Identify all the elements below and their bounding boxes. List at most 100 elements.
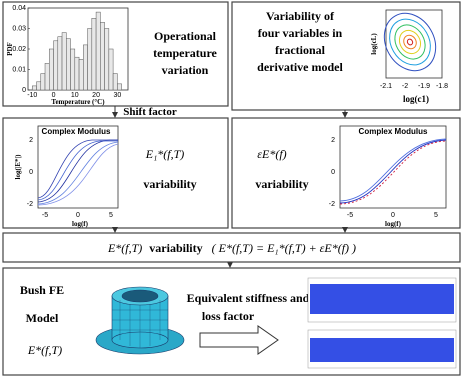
bar — [78, 59, 84, 91]
x-tick-label: 20 — [92, 92, 100, 99]
result-plots-part — [310, 284, 454, 314]
curves-part — [339, 138, 447, 202]
curves-part — [37, 139, 118, 199]
contours-part — [398, 29, 422, 55]
formula-bar: E*(f,T) variability ( E*(f,T) = E₁*(f,T)… — [2, 232, 461, 263]
result-plots-part — [310, 338, 454, 362]
result: loss factor — [202, 309, 255, 323]
bar — [117, 83, 122, 91]
y-tick-label: 0.04 — [12, 5, 26, 12]
shift-factor: Shift factor — [123, 106, 177, 118]
y-tick-label: 0 — [331, 169, 335, 176]
y-tick-label: 0 — [22, 87, 26, 94]
y-tick-label: 0.03 — [12, 26, 26, 33]
x-tick-label: 5 — [434, 212, 438, 219]
result-plots — [307, 277, 457, 369]
x-label: log(f) — [72, 220, 89, 228]
bar — [49, 48, 54, 91]
x-label: Temperature (°C) — [51, 98, 105, 106]
fe-model-part — [112, 300, 168, 348]
contours-part — [389, 18, 431, 66]
contours-part — [403, 34, 417, 50]
y-tick-label: 2 — [29, 137, 33, 144]
x-tick-label: 10 — [71, 92, 79, 99]
x-tick-label: 0 — [52, 92, 56, 99]
y-tick-label: 0.01 — [12, 67, 26, 74]
contours — [383, 12, 437, 72]
y-tick-label: 0.02 — [12, 46, 26, 53]
heading: Operational — [154, 29, 217, 43]
heading: fractional — [275, 43, 326, 57]
modulus-left-part — [37, 125, 119, 209]
fe-model-part — [121, 289, 159, 303]
caption: variability — [143, 177, 196, 191]
curves — [339, 138, 447, 205]
curves-part — [37, 141, 119, 205]
x-tick-label: -5 — [42, 212, 48, 219]
plot-title: Complex Modulus — [42, 127, 111, 136]
bar — [95, 11, 101, 91]
bar — [36, 81, 42, 91]
formula-bar-part: E*(f,T) variability ( E*(f,T) = E₁*(f,T)… — [107, 241, 356, 255]
x-tick-label: -10 — [27, 92, 37, 99]
bar — [83, 44, 88, 91]
caption: variability — [255, 177, 308, 191]
x-tick-label: -2 — [402, 83, 408, 90]
bar — [104, 28, 110, 91]
y-tick-label: -2 — [329, 201, 335, 208]
y-tick-label: -2 — [27, 201, 33, 208]
heading: derivative model — [257, 60, 343, 74]
curves-part — [37, 140, 118, 201]
histogram: 00.010.020.030.04-10 0 10 20 30 — [12, 5, 122, 99]
x-label: log(f) — [385, 220, 402, 228]
bar — [74, 56, 80, 91]
x-tick-label: -5 — [347, 212, 353, 219]
bar — [100, 22, 105, 91]
heading: four variables in — [258, 26, 343, 40]
y-tick-label: 2 — [331, 137, 335, 144]
contours-part — [394, 24, 426, 60]
y-label: log(cL) — [370, 33, 378, 55]
variables-panel-part — [385, 9, 443, 79]
bar — [108, 48, 114, 91]
result: Equivalent stiffness and — [187, 291, 310, 305]
y-label: PDF — [6, 42, 14, 56]
formula-lhs: E*(f,T) — [107, 241, 142, 255]
contours-part — [406, 38, 414, 46]
bar — [61, 32, 67, 91]
formula-word: variability — [149, 241, 202, 255]
modulus-left-part — [2, 117, 229, 229]
bar — [44, 63, 50, 91]
arrows — [112, 106, 348, 268]
heading: Variability of — [266, 9, 335, 23]
symbol: εE*(f) — [257, 147, 286, 161]
contours-part — [383, 12, 437, 72]
x-tick-label: -1.8 — [436, 83, 448, 90]
bar — [87, 28, 93, 91]
heading: Model — [26, 311, 59, 325]
x-label: log(c1) — [403, 94, 429, 104]
curves-part — [339, 139, 447, 204]
formula-bar-part — [2, 232, 461, 263]
x-tick-label: -2.1 — [380, 83, 392, 90]
bar — [91, 18, 97, 91]
x-tick-label: 5 — [109, 212, 113, 219]
bar — [112, 73, 118, 91]
x-tick-label: -1.9 — [418, 83, 430, 90]
bar — [53, 40, 59, 91]
hollow-arrow — [199, 325, 279, 355]
x-tick-label: 30 — [113, 92, 121, 99]
y-tick-label: 0 — [29, 169, 33, 176]
temperature-panel: 00.010.020.030.04-10 0 10 20 30 PDF Temperat… — [2, 1, 229, 107]
bar — [40, 73, 46, 91]
heading: Bush FE — [20, 283, 64, 297]
symbol: E₁*(f,T) — [145, 147, 185, 161]
x-tick-label: 0 — [76, 212, 80, 219]
formula-rhs: ( E*(f,T) = E₁*(f,T) + εE*(f) ) — [212, 241, 356, 255]
bar — [66, 38, 71, 91]
y-label: log(|E*|) — [14, 154, 22, 180]
variables-panel: Variability of four variables in fractio… — [231, 1, 461, 111]
bottom-panel: Bush FE Model E*(f,T) Equivalent stiffne… — [2, 267, 461, 376]
heading: variation — [162, 63, 209, 77]
